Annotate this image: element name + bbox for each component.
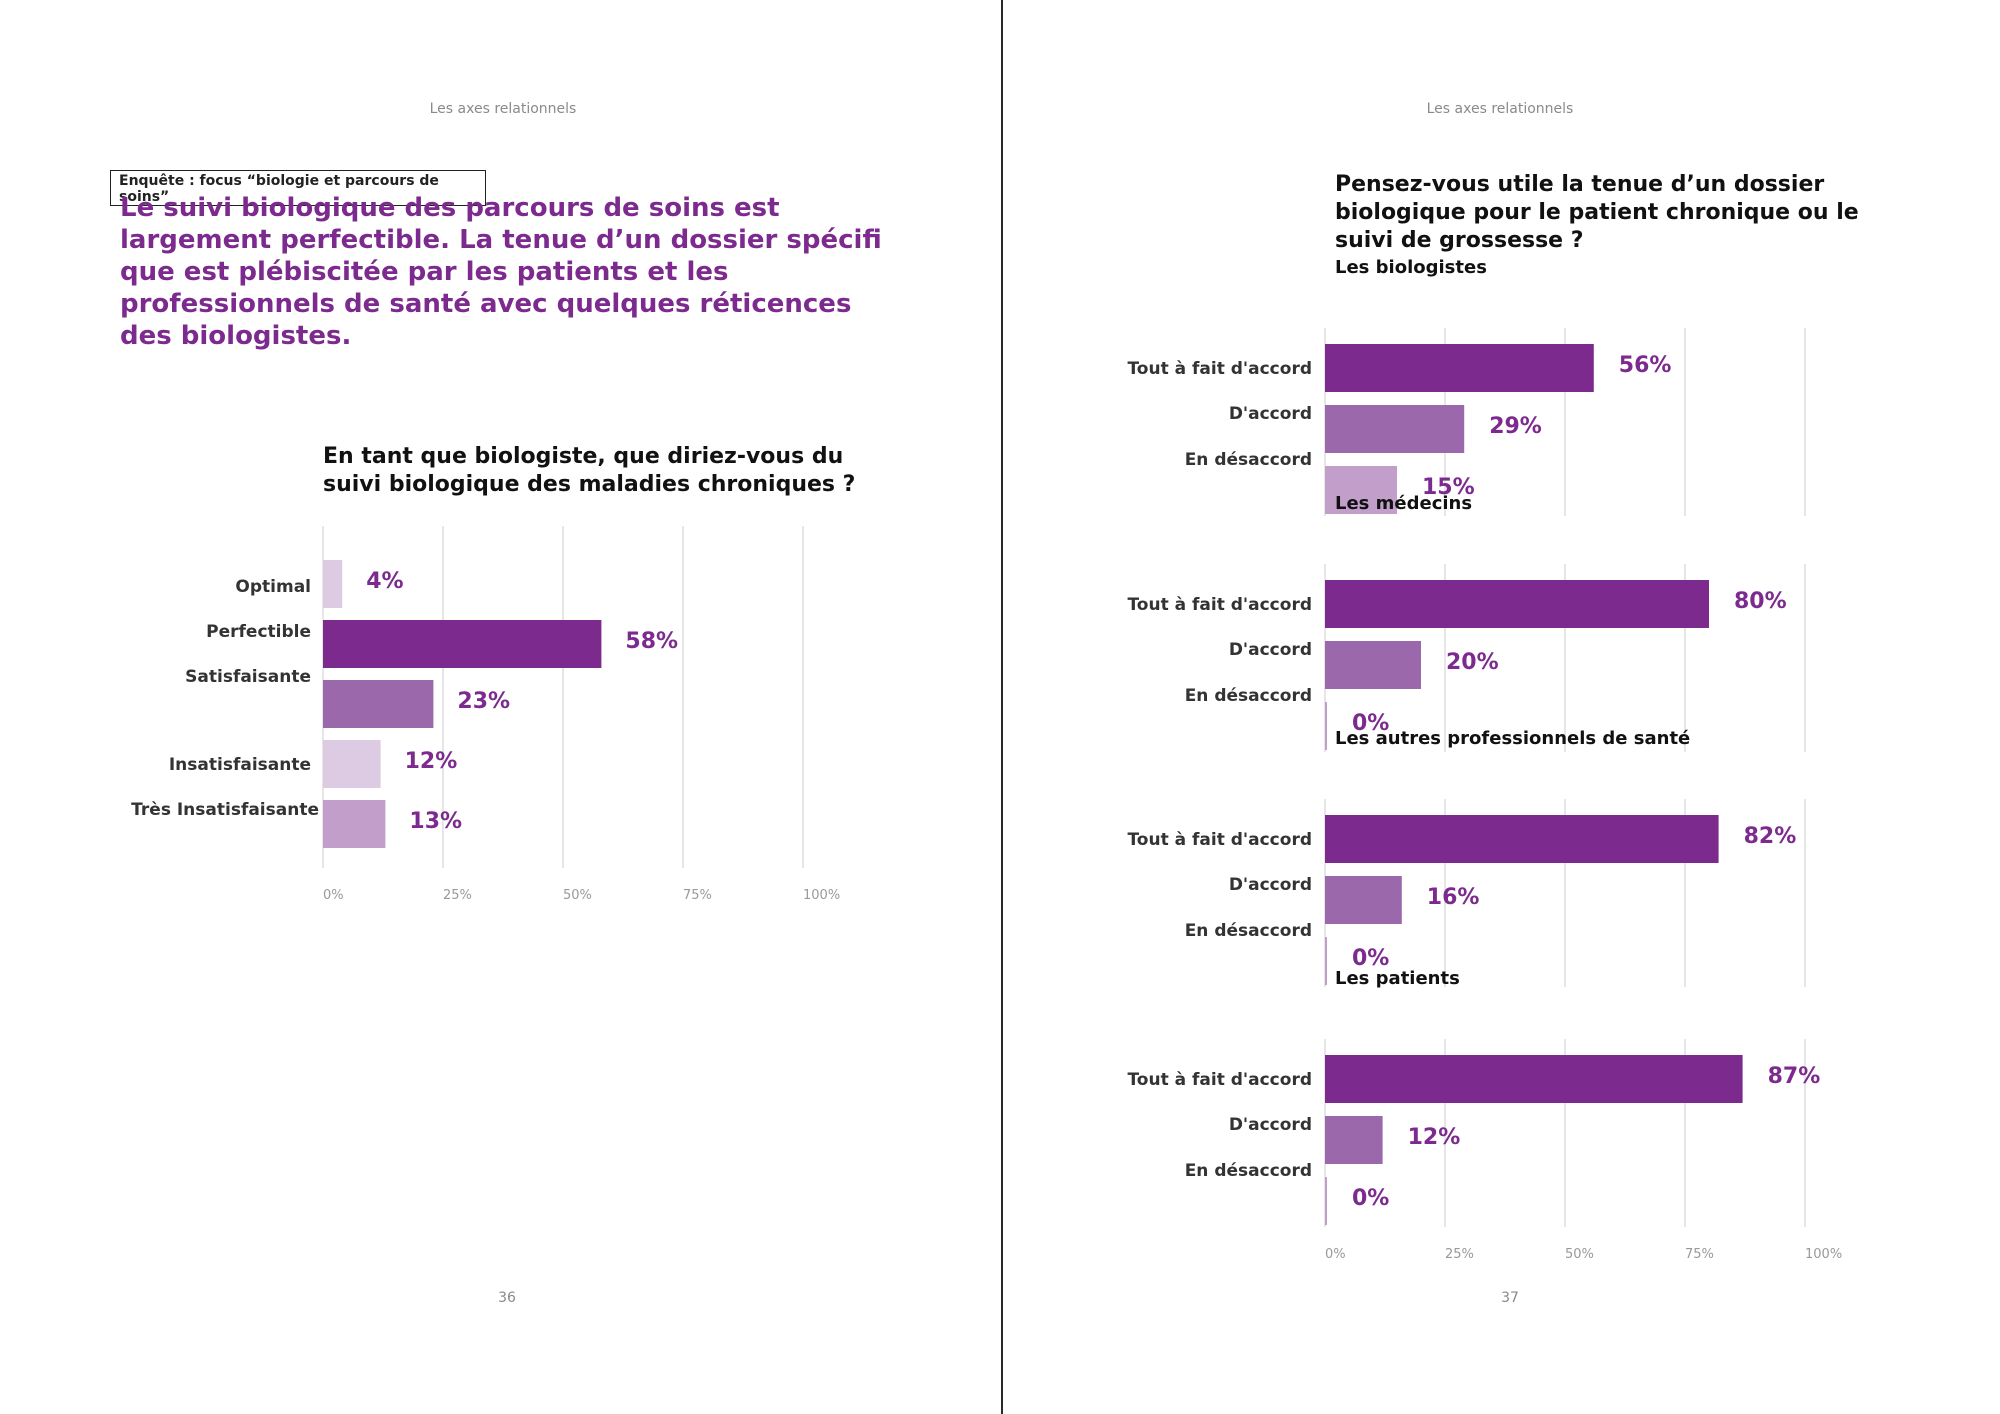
x-tick-label: 100% <box>803 888 840 903</box>
data-label: 0% <box>1352 946 1389 971</box>
category-label: D'accord <box>1229 640 1312 660</box>
data-label: 15% <box>1422 475 1475 500</box>
x-tick-label: 25% <box>443 888 472 903</box>
right-page: Les axes relationnels Pensez-vous utile … <box>1003 0 2000 1414</box>
chart-title: En tant que biologiste, que diriez-vous … <box>323 444 856 497</box>
bar <box>1325 641 1421 689</box>
group-subtitle: Les biologistes <box>1335 257 1487 278</box>
page-divider <box>1001 0 1003 1414</box>
data-label: 23% <box>457 689 510 714</box>
x-tick-label: 25% <box>1445 1247 1474 1262</box>
data-label: 12% <box>1408 1125 1461 1150</box>
left-page: Les axes relationnels Enquête : focus “b… <box>110 101 882 1306</box>
bar <box>1325 405 1465 453</box>
data-label: 58% <box>625 629 678 654</box>
x-tick-label: 75% <box>1685 1247 1714 1262</box>
bar <box>1325 344 1594 392</box>
bar <box>323 560 343 608</box>
bar <box>323 740 381 788</box>
bar <box>1325 876 1402 924</box>
data-label: 16% <box>1427 885 1480 910</box>
running-head: Les axes relationnels <box>429 101 577 117</box>
group-subtitle: Les patients <box>1335 968 1460 989</box>
running-head: Les axes relationnels <box>1426 101 1574 117</box>
x-tick-label: 0% <box>323 888 344 903</box>
bar <box>323 800 386 848</box>
x-tick-label: 100% <box>1805 1247 1842 1262</box>
page-number: 37 <box>1501 1290 1519 1306</box>
bar <box>323 620 602 668</box>
category-label: D'accord <box>1229 875 1312 895</box>
category-label: Insatisfaisante <box>169 755 311 775</box>
bar <box>1325 815 1719 863</box>
data-label: 29% <box>1489 414 1542 439</box>
chart-suivi-biologique: 0% 25% 50% 75% 100% Optimal 4% Perfectible 58% Sa… <box>131 526 840 903</box>
bar <box>1325 1116 1383 1164</box>
section-tag: Enquête : focus “biologie et parcours de… <box>110 170 486 206</box>
bar <box>1325 580 1709 628</box>
chart-dossier-biologique: Les biologistes Tout à fait d'accord 56% D'… <box>1127 257 1842 1262</box>
category-label: Très Insatisfaisante <box>131 800 319 820</box>
category-label: D'accord <box>1229 1115 1312 1135</box>
data-label: 12% <box>405 749 458 774</box>
category-label: D'accord <box>1229 404 1312 424</box>
category-label: Optimal <box>235 577 311 597</box>
x-tick-label: 50% <box>563 888 592 903</box>
category-label: Tout à fait d'accord <box>1127 830 1312 850</box>
data-label: 56% <box>1619 353 1672 378</box>
category-label: En désaccord <box>1185 450 1312 470</box>
category-label: En désaccord <box>1185 921 1312 941</box>
bar <box>1325 1177 1327 1225</box>
group-subtitle: Les autres professionnels de santé <box>1335 728 1690 749</box>
category-label: Tout à fait d'accord <box>1127 1070 1312 1090</box>
bar <box>1325 1055 1743 1103</box>
data-label: 0% <box>1352 711 1389 736</box>
bar <box>323 680 434 728</box>
category-label: Tout à fait d'accord <box>1127 359 1312 379</box>
chart-title: Pensez-vous utile la tenue d’un dossier … <box>1335 172 1859 253</box>
page-number: 36 <box>498 1290 516 1306</box>
category-label: Tout à fait d'accord <box>1127 595 1312 615</box>
x-tick-label: 0% <box>1325 1247 1346 1262</box>
category-label: En désaccord <box>1185 1161 1312 1181</box>
category-label: Perfectible <box>206 622 311 642</box>
x-tick-label: 75% <box>683 888 712 903</box>
bar <box>1325 466 1397 514</box>
category-label: Satisfaisante <box>185 667 311 687</box>
data-label: 82% <box>1744 824 1797 849</box>
x-tick-label: 50% <box>1565 1247 1594 1262</box>
bar <box>1325 937 1327 985</box>
category-label: En désaccord <box>1185 686 1312 706</box>
data-label: 0% <box>1352 1186 1389 1211</box>
headline: Le suivi biologique des parcours de soin… <box>120 193 882 351</box>
data-label: 20% <box>1446 650 1499 675</box>
data-label: 4% <box>366 569 403 594</box>
data-label: 87% <box>1768 1064 1821 1089</box>
group-subtitle: Les médecins <box>1335 493 1472 514</box>
data-label: 13% <box>409 809 462 834</box>
bar <box>1325 702 1327 750</box>
data-label: 80% <box>1734 589 1787 614</box>
